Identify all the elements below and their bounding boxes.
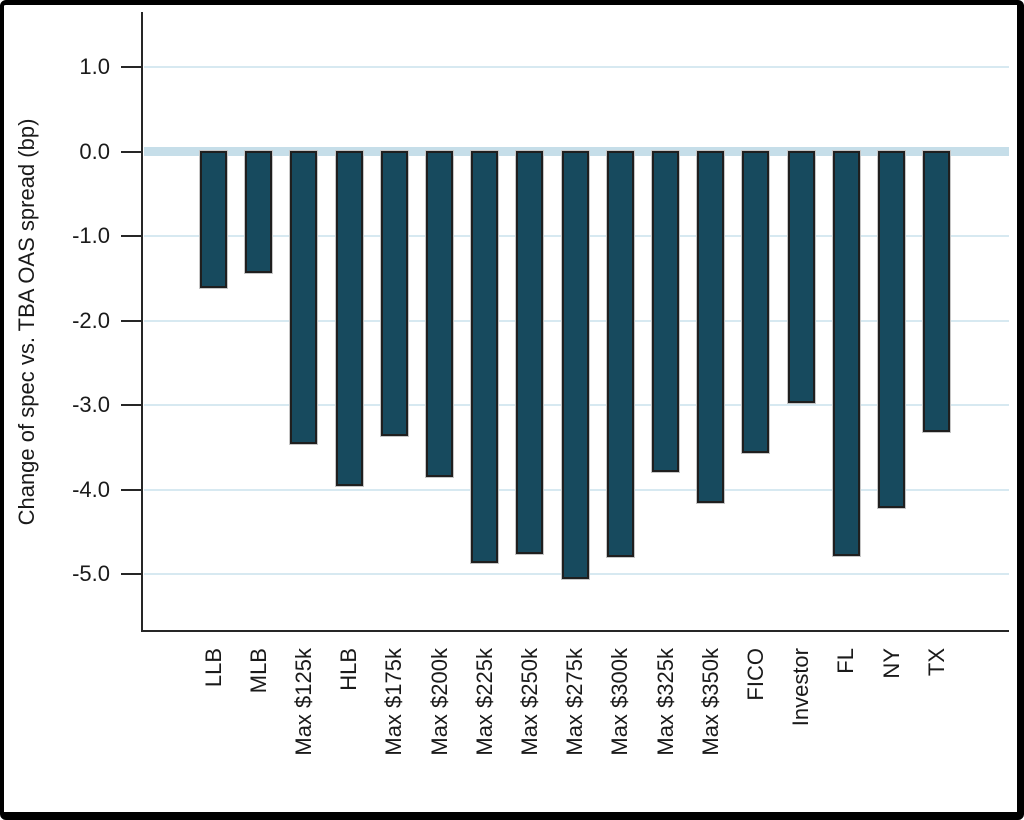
x-tick-label: Max $250k xyxy=(516,648,542,756)
y-tick-mark xyxy=(121,573,143,575)
x-tick-label: Max $175k xyxy=(381,648,407,756)
x-tick-label: HLB xyxy=(336,648,362,691)
y-tick-mark xyxy=(121,488,143,491)
x-tick-label: Max $300k xyxy=(607,648,633,756)
x-tick-label: Max $125k xyxy=(290,648,316,756)
x-tick-label: Max $225k xyxy=(471,648,497,756)
y-tick-label: -3.0 xyxy=(72,392,110,417)
y-tick-label: -1.0 xyxy=(72,223,110,248)
bar-max-325k xyxy=(652,151,679,473)
bar-max-250k xyxy=(516,151,544,555)
x-tick-label: Max $325k xyxy=(652,648,678,756)
bar-mlb xyxy=(245,151,273,273)
x-tick-label: Max $275k xyxy=(562,648,588,756)
bar-hlb xyxy=(335,151,363,487)
bar-tx xyxy=(923,151,951,433)
x-tick-label: Investor xyxy=(788,648,814,727)
bar-investor xyxy=(787,151,815,403)
bar-max-200k xyxy=(426,151,453,478)
y-tick-label: 1.0 xyxy=(79,54,110,79)
x-tick-label: LLB xyxy=(200,648,226,688)
x-tick-label: NY xyxy=(878,648,904,679)
bar-fico xyxy=(742,151,770,453)
x-tick-label: FICO xyxy=(742,648,768,701)
x-tick-label: Max $200k xyxy=(426,648,452,756)
y-tick-mark xyxy=(121,404,143,406)
y-tick-label: -2.0 xyxy=(72,307,110,333)
y-tick-mark xyxy=(121,319,143,322)
bar-max-275k xyxy=(561,151,589,580)
x-axis-line xyxy=(141,630,1009,632)
y-tick-mark xyxy=(121,150,143,153)
y-axis-line xyxy=(141,12,143,632)
bar-max-175k xyxy=(380,151,408,436)
x-tick-label: MLB xyxy=(245,648,271,694)
bar-fl xyxy=(832,151,860,556)
y-tick-mark xyxy=(121,66,143,68)
gridline xyxy=(144,66,1009,68)
bar-max-125k xyxy=(290,151,318,445)
bar-max-225k xyxy=(471,151,499,563)
bar-max-300k xyxy=(606,151,634,558)
y-tick-label: -5.0 xyxy=(72,561,110,586)
bar-ny xyxy=(878,151,905,508)
y-tick-mark xyxy=(121,235,143,237)
bar-max-350k xyxy=(697,151,725,504)
x-tick-label: TX xyxy=(923,648,949,677)
x-tick-label: Max $350k xyxy=(697,648,723,756)
bar-llb xyxy=(200,151,227,288)
x-tick-label: FL xyxy=(833,648,859,674)
y-tick-label: 0.0 xyxy=(79,138,110,164)
y-tick-label: -4.0 xyxy=(72,476,110,502)
